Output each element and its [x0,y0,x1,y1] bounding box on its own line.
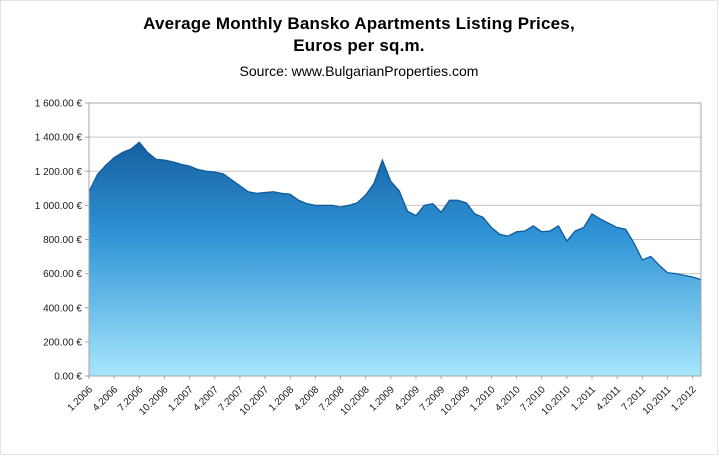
y-tick-label: 1 000.00 € [35,201,83,212]
x-tick-label: 1.2008 [267,384,297,414]
chart-header: Average Monthly Bansko Apartments Listin… [1,1,717,79]
x-tick-label: 4.2006 [91,384,121,414]
axes-layer [85,102,702,379]
x-tick-label: 4.2011 [594,384,623,413]
x-tick-label: 4.2007 [191,384,221,414]
x-tick-label: 1.2010 [468,384,498,414]
series-layer [88,141,702,376]
x-tick-label: 4.2009 [393,384,423,414]
y-tick-label: 0.00 € [54,372,82,383]
price-area-chart: 0.00 € 200.00 € 400.00 € 600.00 € 800.00 € 1 … [35,99,702,418]
y-tick-label: 600.00 € [43,269,82,280]
x-tick-label: 1.2009 [368,384,398,414]
x-tick-label: 1.2006 [66,384,96,414]
chart-area-container: 0.00 € 200.00 € 400.00 € 600.00 € 800.00 € 1 … [1,83,717,444]
area-fill [89,142,701,376]
x-tick-label: 10.2011 [641,384,674,417]
x-tick-label: 1.2011 [569,384,598,413]
x-tick-label: 1.2012 [669,384,699,414]
y-tick-label: 1 600.00 € [35,99,83,110]
trend-line [88,141,702,281]
chart-title-line-2: Euros per sq.m. [293,36,425,55]
y-tick-label: 200.00 € [43,337,82,348]
chart-title-line-1: Average Monthly Bansko Apartments Listin… [143,14,575,33]
y-tick-label: 800.00 € [43,235,82,246]
y-tick-label: 1 400.00 € [35,133,83,144]
chart-source: Source: www.BulgarianProperties.com [239,63,479,79]
x-tick-label: 4.2008 [292,384,322,414]
y-tick-label: 1 200.00 € [35,167,83,178]
x-tick-label: 1.2007 [166,384,196,414]
y-tick-label: 400.00 € [43,303,82,314]
plot-border [88,102,702,377]
x-tick-label: 4.2010 [493,384,523,414]
